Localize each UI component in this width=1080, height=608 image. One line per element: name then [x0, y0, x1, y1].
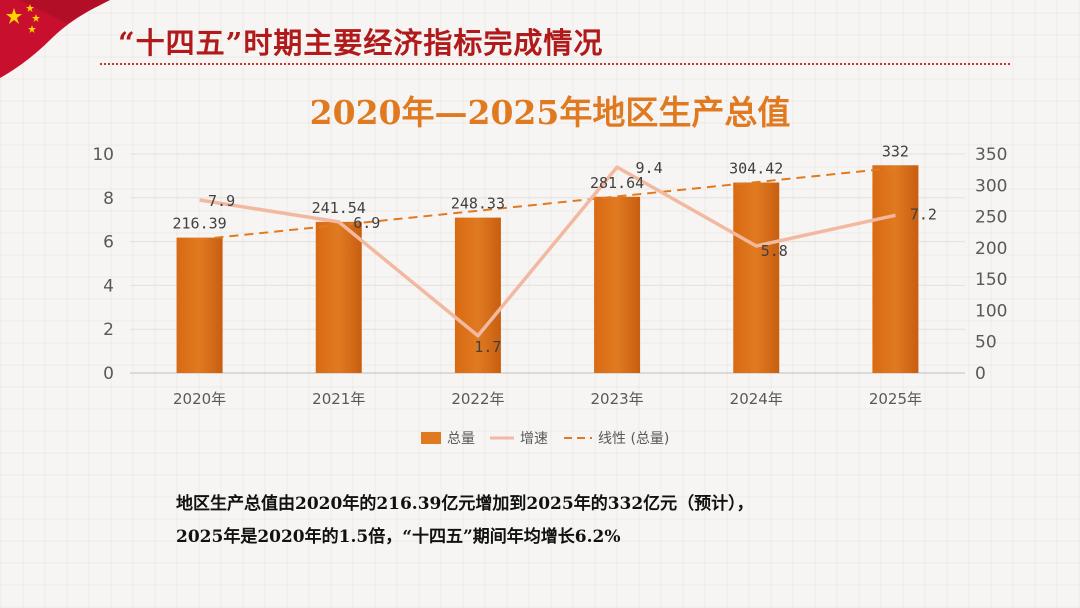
- legend-label-total: 总量: [447, 431, 475, 447]
- bar-data-label: 281.64: [590, 174, 644, 192]
- y-right-tick-label: 300: [975, 176, 1007, 196]
- growth-data-label: 9.4: [636, 159, 663, 177]
- y-right-tick-label: 50: [975, 333, 997, 353]
- flag-star-icon: [28, 25, 36, 33]
- bar-total: [315, 221, 362, 373]
- y-right-tick-label: 350: [975, 145, 1007, 165]
- y-left-tick-label: 10: [92, 145, 114, 165]
- chart-title: 2020年—2025年地区生产总值: [309, 93, 791, 132]
- y-right-tick-label: 100: [975, 301, 1007, 321]
- x-tick-label: 2020年: [173, 390, 226, 408]
- bar-data-label: 216.39: [172, 215, 226, 233]
- x-tick-label: 2022年: [451, 390, 504, 408]
- y-right-tick-label: 200: [975, 239, 1007, 259]
- bar-data-label: 304.42: [729, 160, 783, 178]
- y-left-tick-label: 6: [103, 233, 114, 253]
- growth-data-label: 6.9: [353, 214, 380, 232]
- flag-star-icon: [26, 4, 34, 12]
- x-tick-label: 2023年: [590, 390, 643, 408]
- slide-title: “十四五”时期主要经济指标完成情况: [118, 26, 604, 60]
- legend-swatch-total: [421, 432, 441, 444]
- legend-label-growth: 增速: [520, 431, 548, 447]
- growth-data-label: 7.9: [208, 192, 235, 210]
- flag-star-icon: [6, 8, 22, 24]
- bar-total: [176, 237, 223, 373]
- x-tick-label: 2021年: [312, 390, 365, 408]
- growth-data-label: 1.7: [474, 338, 501, 356]
- y-left-tick-label: 4: [103, 276, 114, 296]
- flag-star-icon: [32, 14, 40, 22]
- bar-data-label: 241.54: [312, 199, 366, 217]
- summary-line-2: 2025年是2020年的1.5倍，“十四五”期间年均增长6.2%: [176, 527, 621, 547]
- x-tick-label: 2025年: [869, 390, 922, 408]
- bar-total: [872, 165, 919, 373]
- summary-text: 地区生产总值由2020年的216.39亿元增加到2025年的332亿元（预计），…: [176, 488, 1036, 554]
- x-tick-label: 2024年: [730, 390, 783, 408]
- bar-total: [733, 182, 780, 373]
- bar-data-label: 332: [882, 142, 909, 160]
- bar-total: [454, 217, 501, 373]
- summary-line-1: 地区生产总值由2020年的216.39亿元增加到2025年的332亿元（预计），: [176, 494, 754, 514]
- y-left-tick-label: 8: [103, 189, 114, 209]
- y-left-tick-label: 2: [103, 320, 114, 340]
- y-right-tick-label: 250: [975, 208, 1007, 228]
- title-divider: [100, 63, 1010, 65]
- y-right-tick-label: 0: [975, 364, 986, 384]
- y-left-tick-label: 0: [103, 364, 114, 384]
- y-right-tick-label: 150: [975, 270, 1007, 290]
- line-growth: [199, 165, 896, 338]
- bar-total: [594, 196, 641, 373]
- bar-data-label: 248.33: [451, 195, 505, 213]
- trendline-total: [199, 166, 896, 241]
- legend-label-trend: 线性 (总量): [598, 431, 669, 447]
- growth-data-label: 5.8: [761, 242, 788, 260]
- growth-data-label: 7.2: [910, 205, 937, 223]
- red-flag-decoration: [0, 0, 110, 78]
